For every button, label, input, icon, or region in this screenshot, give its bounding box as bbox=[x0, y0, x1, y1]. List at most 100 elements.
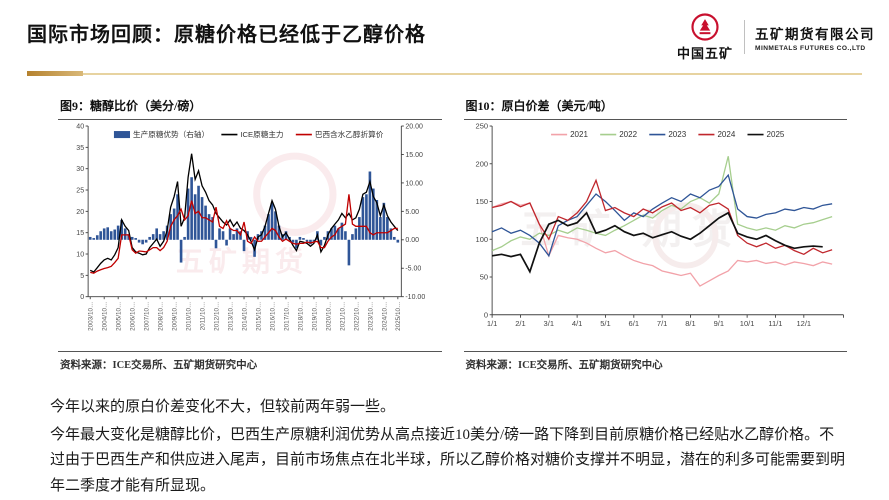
svg-text:2015/10…: 2015/10… bbox=[255, 302, 262, 331]
svg-text:生产原糖优势（右轴）: 生产原糖优势（右轴） bbox=[133, 129, 209, 139]
axes bbox=[489, 125, 844, 318]
svg-text:2010/10…: 2010/10… bbox=[186, 302, 193, 331]
svg-text:9/1: 9/1 bbox=[713, 319, 723, 328]
chart-legend: 2021 2022 2023 2024 2025 bbox=[550, 130, 784, 139]
svg-text:150: 150 bbox=[475, 197, 488, 206]
logo-cn-text: 中国五矿 bbox=[676, 46, 733, 61]
divider-accent bbox=[27, 71, 83, 76]
svg-text:10: 10 bbox=[76, 251, 84, 258]
svg-text:2009/10…: 2009/10… bbox=[172, 302, 179, 331]
figure10-title: 图10：原白价差（美元/吨） bbox=[463, 92, 847, 120]
svg-text:2025/10…: 2025/10… bbox=[395, 302, 402, 331]
figure10-source: 资料来源：ICE交易所、五矿期货研究中心 bbox=[463, 350, 847, 375]
series-2023 bbox=[491, 173, 832, 258]
svg-text:2024/10…: 2024/10… bbox=[381, 302, 388, 331]
watermark: 五矿期货 bbox=[176, 152, 337, 277]
figure9-source: 资料来源：ICE交易所、五矿期货研究中心 bbox=[58, 350, 442, 375]
svg-text:50: 50 bbox=[479, 273, 487, 282]
logo-separator bbox=[744, 20, 745, 54]
axis-labels: 0 5 10 15 20 25 30 35 40 -10.00 -5.00 0.00 5.00 10.00… bbox=[76, 123, 425, 330]
svg-text:8/1: 8/1 bbox=[685, 319, 695, 328]
svg-text:2013/10…: 2013/10… bbox=[227, 302, 234, 331]
svg-text:12/1: 12/1 bbox=[796, 319, 811, 328]
page-title: 国际市场回顾：原糖价格已经低于乙醇价格 bbox=[27, 24, 426, 46]
logo-emblem-block: 中国五矿 bbox=[676, 12, 734, 62]
chart-panel-figure9: 图9：糖醇比价（美分/磅） 五矿期货 0 5 10 15 20 25 30 35 40 -10.00… bbox=[58, 92, 442, 375]
svg-text:五矿 期货: 五矿 期货 bbox=[520, 207, 742, 252]
axis-labels: 0 50 100 150 200 250 1/1 2/1 3/1 4/1 5/1 6/1 7/1 8/1 9… bbox=[475, 122, 811, 328]
company-name-en: MINMETALS FUTURES CO.,LTD bbox=[755, 44, 866, 52]
svg-text:15.00: 15.00 bbox=[405, 152, 423, 159]
svg-text:五矿期货: 五矿期货 bbox=[176, 245, 308, 277]
commentary: 今年以来的原白价差变化不大，但较前两年弱一些。 今年最大变化是糖醇比价，巴西生产… bbox=[50, 395, 849, 500]
axes bbox=[85, 125, 404, 300]
svg-text:6/1: 6/1 bbox=[628, 319, 638, 328]
commentary-line-1: 今年以来的原白价差变化不大，但较前两年弱一些。 bbox=[50, 398, 396, 415]
company-logo: 中国五矿 五矿期货有限公司 MINMETALS FUTURES CO.,LTD bbox=[676, 12, 875, 62]
svg-text:2017/10…: 2017/10… bbox=[283, 302, 290, 331]
svg-text:2019/10…: 2019/10… bbox=[311, 302, 318, 331]
svg-text:巴西含水乙醇折算价: 巴西含水乙醇折算价 bbox=[315, 129, 384, 139]
series-2022 bbox=[491, 156, 832, 252]
svg-text:4/1: 4/1 bbox=[571, 319, 581, 328]
minmetals-emblem-icon bbox=[691, 13, 719, 41]
svg-text:100: 100 bbox=[475, 235, 488, 244]
svg-text:11/1: 11/1 bbox=[768, 319, 782, 328]
svg-text:2021: 2021 bbox=[570, 130, 588, 139]
company-name-cn: 五矿期货有限公司 bbox=[755, 26, 875, 42]
header: 国际市场回顾：原糖价格已经低于乙醇价格 中国五矿 五矿期货有限公司 MINMET… bbox=[0, 0, 889, 62]
svg-text:ICE原糖主力: ICE原糖主力 bbox=[240, 129, 283, 139]
svg-text:0.00: 0.00 bbox=[405, 237, 419, 244]
svg-text:200: 200 bbox=[475, 159, 488, 168]
svg-text:25: 25 bbox=[76, 187, 84, 194]
sugar-ethanol-ratio-chart: 五矿期货 0 5 10 15 20 25 30 35 40 -10.00 -5.00 0.00 5.00 1… bbox=[76, 123, 425, 330]
svg-text:40: 40 bbox=[76, 123, 84, 130]
svg-text:2025: 2025 bbox=[766, 130, 784, 139]
charts-row: 图9：糖醇比价（美分/磅） 五矿期货 0 5 10 15 20 25 30 35 40 -10.00… bbox=[58, 92, 847, 375]
svg-text:2012/10…: 2012/10… bbox=[213, 302, 220, 331]
svg-text:2020/10…: 2020/10… bbox=[325, 302, 332, 331]
svg-text:30: 30 bbox=[76, 166, 84, 173]
svg-text:2016/10…: 2016/10… bbox=[269, 302, 276, 331]
svg-text:2007/10…: 2007/10… bbox=[144, 302, 151, 331]
commentary-line-2: 今年最大变化是糖醇比价，巴西生产原糖利润优势从高点接近10美分/磅一路下降到目前… bbox=[50, 426, 846, 495]
svg-text:2014/10…: 2014/10… bbox=[241, 302, 248, 331]
svg-text:2005/10…: 2005/10… bbox=[116, 302, 123, 331]
svg-text:1/1: 1/1 bbox=[486, 319, 496, 328]
chart-panel-figure10: 图10：原白价差（美元/吨） 五矿 期货 0 50 100 150 200 250 1/1 2/… bbox=[463, 92, 847, 375]
svg-text:-5.00: -5.00 bbox=[405, 266, 421, 273]
svg-text:2022: 2022 bbox=[619, 130, 637, 139]
svg-text:10.00: 10.00 bbox=[405, 180, 423, 187]
svg-text:20: 20 bbox=[76, 209, 84, 216]
svg-text:2/1: 2/1 bbox=[515, 319, 525, 328]
svg-text:35: 35 bbox=[76, 145, 84, 152]
figure9-title: 图9：糖醇比价（美分/磅） bbox=[58, 92, 442, 120]
svg-text:5/1: 5/1 bbox=[600, 319, 610, 328]
svg-text:2024: 2024 bbox=[717, 130, 735, 139]
svg-text:2003/10…: 2003/10… bbox=[88, 302, 95, 331]
logo-company-text: 五矿期货有限公司 MINMETALS FUTURES CO.,LTD bbox=[755, 23, 875, 52]
svg-text:3/1: 3/1 bbox=[543, 319, 553, 328]
svg-text:5.00: 5.00 bbox=[405, 209, 419, 216]
svg-text:250: 250 bbox=[475, 122, 488, 131]
svg-text:2008/10…: 2008/10… bbox=[158, 302, 165, 331]
divider-line bbox=[27, 73, 862, 75]
svg-text:2006/10…: 2006/10… bbox=[130, 302, 137, 331]
svg-text:-10.00: -10.00 bbox=[405, 294, 425, 301]
svg-text:0: 0 bbox=[80, 294, 84, 301]
series-2024 bbox=[491, 178, 832, 256]
svg-text:2004/10…: 2004/10… bbox=[102, 302, 109, 331]
title-divider bbox=[27, 71, 862, 78]
svg-text:10/1: 10/1 bbox=[739, 319, 754, 328]
svg-text:2023: 2023 bbox=[668, 130, 686, 139]
svg-text:2021/10…: 2021/10… bbox=[339, 302, 346, 331]
svg-text:2023/10…: 2023/10… bbox=[367, 302, 374, 331]
series-2025 bbox=[491, 211, 823, 274]
svg-text:0: 0 bbox=[483, 310, 487, 319]
series-巴西含水乙醇折算价 bbox=[90, 194, 398, 274]
svg-text:2018/10…: 2018/10… bbox=[297, 302, 304, 331]
svg-text:2022/10…: 2022/10… bbox=[353, 302, 360, 331]
raw-white-premium-chart: 五矿 期货 0 50 100 150 200 250 1/1 2/1 3/1 4/1 5/1 6/1 7/… bbox=[475, 122, 844, 328]
chart-legend: 生产原糖优势（右轴） ICE原糖主力 巴西含水乙醇折算价 bbox=[113, 129, 384, 139]
